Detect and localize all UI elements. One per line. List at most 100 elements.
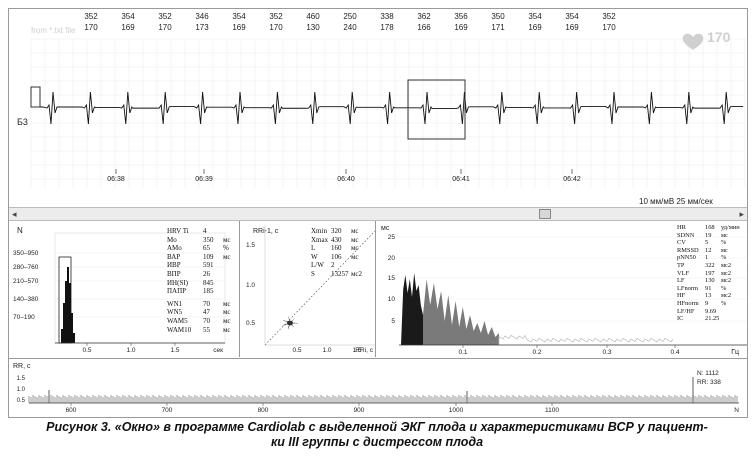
stat-unit: мс2 xyxy=(721,292,732,300)
scatter-stats: Xmin 320 мс Xmax 430 мс L 160 мс W 106 мс L/W 2 S… xyxy=(311,227,362,279)
rr-value: 350 xyxy=(491,12,505,21)
scatter-y-title: RRi-1, с xyxy=(253,228,279,235)
stat-key: HR xyxy=(677,224,686,231)
stat-row: W 106 мс xyxy=(311,253,362,262)
stat-value: 320 xyxy=(331,227,342,235)
scatterogram-panel[interactable]: RRi-1, с 1.5 1.0 0.5 0.5 1.0 1.5 RRi, с Xmin 320… xyxy=(241,221,376,357)
scrollbar-thumb[interactable] xyxy=(539,209,551,219)
histogram-panel[interactable]: N 350–950 280–760 210–570 140–380 70–190 0.5 1.… xyxy=(9,221,240,357)
rr-value: 346 xyxy=(195,12,209,21)
rr-value: 352 xyxy=(602,12,616,21)
stat-unit: % xyxy=(721,284,727,292)
selection-box[interactable] xyxy=(407,79,466,140)
stat-key: HRV Ti xyxy=(167,227,189,235)
stat-value: 12 xyxy=(705,246,712,254)
time-tick-label: 06:42 xyxy=(563,176,581,183)
stat-key: VLF xyxy=(677,269,690,277)
rr-value: 338 xyxy=(380,12,394,21)
stat-unit: мс xyxy=(721,246,728,254)
stat-row: L/W 2 xyxy=(311,261,362,270)
stat-unit: мс xyxy=(351,227,359,235)
stat-key: LF/HF xyxy=(677,307,695,315)
hr-value: 130 xyxy=(306,23,320,32)
histogram-bar xyxy=(65,281,67,343)
histogram-y-label: 350–950 xyxy=(13,250,39,257)
stat-value: 109 xyxy=(203,252,214,261)
scroll-left-arrow-icon[interactable]: ◂ xyxy=(12,209,17,219)
stat-unit: мс xyxy=(223,325,231,334)
horizontal-scrollbar[interactable]: ◂ ▸ xyxy=(9,207,747,221)
watermark-text: from *.txt file xyxy=(31,26,76,35)
rr-x-label: 800 xyxy=(258,407,269,414)
scatter-x-label: 1.0 xyxy=(322,347,331,354)
channel-label: Б3 xyxy=(17,117,28,127)
scatter-y-label: 1.5 xyxy=(246,242,255,249)
histogram-bar xyxy=(69,283,71,343)
stat-row: HFnorm 9% xyxy=(677,300,740,308)
rr-hr-header: 352 170 354 169 352 170 346 173 354 169 352 17… xyxy=(9,9,747,37)
stat-unit: уд/мин xyxy=(721,224,740,231)
stat-unit: мс xyxy=(223,252,231,261)
stat-key: HF xyxy=(677,292,686,300)
histogram-y-label: 70–190 xyxy=(13,314,35,321)
stat-key: pNN50 xyxy=(677,254,696,262)
lf-band xyxy=(423,279,499,345)
stat-row: AMo 65% xyxy=(167,244,231,253)
rr-x-label: 1100 xyxy=(545,407,559,414)
histogram-chart: N 350–950 280–760 210–570 140–380 70–190 0.5 1.… xyxy=(13,226,226,354)
rr-info-value: RR: 338 xyxy=(697,379,721,386)
stat-key: ПАПР xyxy=(167,287,187,296)
stat-unit: мс xyxy=(351,252,359,261)
stat-value: 845 xyxy=(203,278,214,287)
rr-value: 354 xyxy=(565,12,579,21)
hr-value: 169 xyxy=(528,23,542,32)
rr-value: 352 xyxy=(269,12,283,21)
stat-row: RMSSD 12 мс xyxy=(677,247,740,255)
stat-row: HRV Ti 4 xyxy=(167,227,231,236)
stat-value: 9.69 xyxy=(705,307,717,315)
figure-caption: Рисунок 3. «Окно» в программе Cardiolab … xyxy=(0,420,754,450)
stat-row: HF 13 мс2 xyxy=(677,292,740,300)
rr-value: 356 xyxy=(454,12,468,21)
stat-row: IC 21.25 xyxy=(677,315,740,323)
ecg-panel[interactable]: from *.txt file Б3 06:38 06:39 06:40 06:41 0… xyxy=(9,9,747,207)
spectrum-x-unit: Гц xyxy=(731,349,739,356)
histogram-bar xyxy=(67,267,69,343)
histogram-stats: HRV Ti 4 Mo 350 мс AMo 65% ВАР 109 мс ИВР 591 В… xyxy=(167,227,231,334)
stat-value: 322 xyxy=(705,261,715,269)
histogram-bar xyxy=(71,313,73,343)
heart-icon xyxy=(682,33,704,50)
hr-value: 170 xyxy=(158,23,172,32)
spectrum-x-label: 0.3 xyxy=(602,349,611,356)
stat-row: LF 130 мс2 xyxy=(677,277,740,285)
stat-key: WN5 xyxy=(167,308,183,317)
stat-key: ВАР xyxy=(167,252,181,261)
stat-value: 2 xyxy=(331,261,335,270)
stat-key: IC xyxy=(677,315,684,323)
stat-row: Xmin 320 мс xyxy=(311,227,362,236)
heart-rate-indicator: 170 xyxy=(682,29,731,50)
scatter-x-label: 1.5 xyxy=(352,347,361,354)
stat-unit: % xyxy=(721,254,727,262)
stat-unit: % xyxy=(721,299,727,307)
stat-row: HR 168 уд/мин xyxy=(677,224,740,232)
spectrum-y-label: 25 xyxy=(388,234,396,241)
hr-value: 178 xyxy=(380,23,394,32)
rr-value: 362 xyxy=(417,12,431,21)
hr-value: 170 xyxy=(602,23,616,32)
stat-key: Xmin xyxy=(311,227,327,235)
rr-value: 250 xyxy=(343,12,357,21)
rr-trend-panel[interactable]: RR, с 1.5 1.0 0.5 600 700 800 900 1000 1100 N N: 11… xyxy=(9,358,747,417)
stat-value: 160 xyxy=(331,244,342,253)
stat-row: WAM5 70 мс xyxy=(167,317,231,326)
rr-value: 352 xyxy=(84,12,98,21)
histogram-y-label: 140–380 xyxy=(13,296,39,303)
hr-value: 169 xyxy=(121,23,135,32)
stat-key: ИН(SI) xyxy=(167,278,188,287)
spectrum-panel[interactable]: мс 25 20 15 10 5 0.1 0.2 0.3 0.4 Гц HR 168 уд/мин SD… xyxy=(377,221,747,357)
stat-row: ПАПР 185 xyxy=(167,287,231,296)
stat-value: 13257 xyxy=(331,269,349,278)
spectrum-x-label: 0.2 xyxy=(532,349,541,356)
stat-row: TP 322 мс2 xyxy=(677,262,740,270)
scroll-right-arrow-icon[interactable]: ▸ xyxy=(739,209,744,219)
